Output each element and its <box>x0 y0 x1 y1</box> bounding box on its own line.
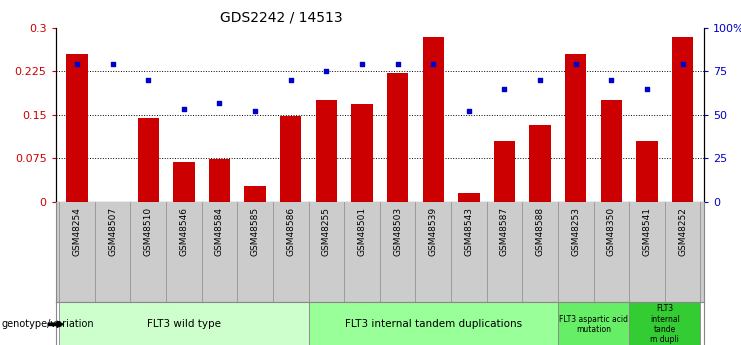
Bar <box>458 193 479 202</box>
Text: GSM48253: GSM48253 <box>571 207 580 256</box>
Point <box>605 77 617 83</box>
Point <box>641 86 653 91</box>
Bar <box>565 54 586 202</box>
Point <box>249 108 261 114</box>
Bar <box>637 141 657 202</box>
Bar <box>494 141 515 202</box>
Text: genotype/variation: genotype/variation <box>1 319 94 329</box>
Bar <box>351 104 373 202</box>
Bar <box>280 116 302 202</box>
Text: GSM48510: GSM48510 <box>144 207 153 256</box>
Text: GSM48350: GSM48350 <box>607 207 616 256</box>
Text: GSM48255: GSM48255 <box>322 207 330 256</box>
Text: GSM48588: GSM48588 <box>536 207 545 256</box>
Point <box>142 77 154 83</box>
Point <box>570 61 582 67</box>
Bar <box>209 159 230 202</box>
Point <box>320 68 332 74</box>
Bar <box>316 100 337 202</box>
Text: GSM48585: GSM48585 <box>250 207 259 256</box>
Text: FLT3 aspartic acid
mutation: FLT3 aspartic acid mutation <box>559 315 628 334</box>
Text: GSM48541: GSM48541 <box>642 207 651 256</box>
Point <box>71 61 83 67</box>
Text: GDS2242 / 14513: GDS2242 / 14513 <box>220 10 343 24</box>
Point <box>213 100 225 105</box>
Text: GSM48586: GSM48586 <box>286 207 295 256</box>
Bar <box>173 162 194 202</box>
Text: GSM48587: GSM48587 <box>500 207 509 256</box>
Point <box>428 61 439 67</box>
Bar <box>245 186 266 202</box>
Text: FLT3 wild type: FLT3 wild type <box>147 319 221 329</box>
Point <box>356 61 368 67</box>
Text: GSM48584: GSM48584 <box>215 207 224 256</box>
Bar <box>66 54 87 202</box>
Bar <box>59 302 308 345</box>
Text: GSM48503: GSM48503 <box>393 207 402 256</box>
Text: FLT3
internal
tande
m dupli: FLT3 internal tande m dupli <box>650 304 679 344</box>
Point <box>107 61 119 67</box>
Bar <box>422 38 444 202</box>
Text: GSM48252: GSM48252 <box>678 207 687 256</box>
Bar <box>558 302 629 345</box>
Bar <box>308 302 558 345</box>
Point <box>392 61 404 67</box>
Text: GSM48546: GSM48546 <box>179 207 188 256</box>
Point <box>285 77 296 83</box>
Point <box>677 61 688 67</box>
Point <box>534 77 546 83</box>
Point <box>499 86 511 91</box>
Bar <box>138 118 159 202</box>
Bar <box>601 100 622 202</box>
Point <box>178 107 190 112</box>
Text: GSM48501: GSM48501 <box>357 207 367 256</box>
Text: GSM48539: GSM48539 <box>429 207 438 256</box>
Text: GSM48507: GSM48507 <box>108 207 117 256</box>
Bar <box>387 73 408 202</box>
Bar <box>529 125 551 202</box>
Bar <box>672 38 694 202</box>
Text: FLT3 internal tandem duplications: FLT3 internal tandem duplications <box>345 319 522 329</box>
Text: GSM48543: GSM48543 <box>465 207 473 256</box>
Text: GSM48254: GSM48254 <box>73 207 82 256</box>
Bar <box>629 302 700 345</box>
Point <box>463 108 475 114</box>
